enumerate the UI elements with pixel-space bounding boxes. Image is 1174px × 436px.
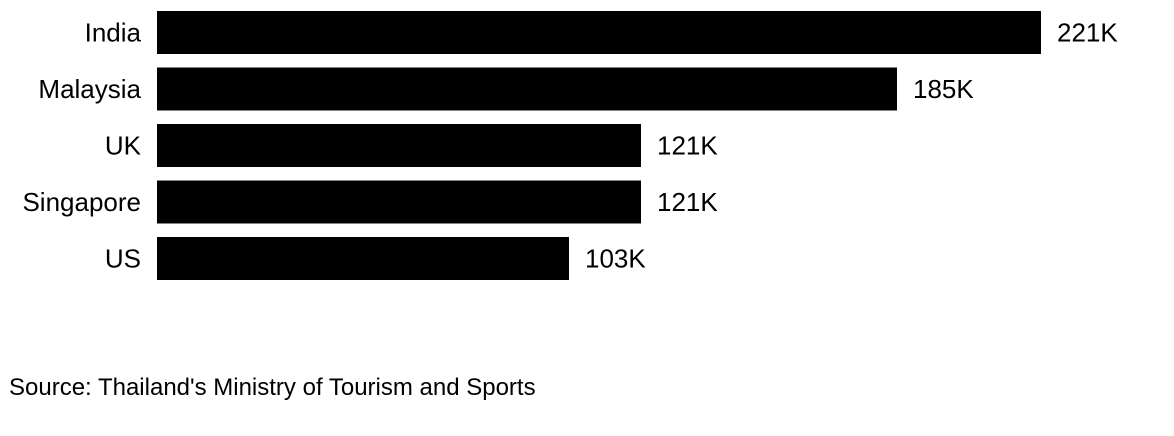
bar-chart: India Malaysia UK Singapore US 221K 185K 121K 1…: [22, 11, 1118, 280]
bar-uk: [157, 124, 641, 167]
bar-malaysia: [157, 67, 897, 111]
value-label-uk: 121K: [657, 131, 718, 161]
bar-singapore: [157, 180, 641, 224]
category-label-singapore: Singapore: [22, 187, 141, 217]
category-label-india: India: [85, 18, 142, 48]
bars-group: [157, 11, 1041, 280]
category-label-malaysia: Malaysia: [38, 74, 141, 104]
value-label-singapore: 121K: [657, 187, 718, 217]
category-label-uk: UK: [105, 131, 142, 161]
bar-india: [157, 11, 1041, 54]
value-label-us: 103K: [585, 244, 646, 274]
value-label-india: 221K: [1057, 18, 1118, 48]
value-label-malaysia: 185K: [913, 74, 974, 104]
source-note: Source: Thailand's Ministry of Tourism a…: [9, 374, 536, 401]
bar-us: [157, 237, 569, 280]
value-labels: 221K 185K 121K 121K 103K: [585, 18, 1118, 274]
category-label-us: US: [105, 244, 141, 274]
category-labels: India Malaysia UK Singapore US: [22, 18, 141, 274]
